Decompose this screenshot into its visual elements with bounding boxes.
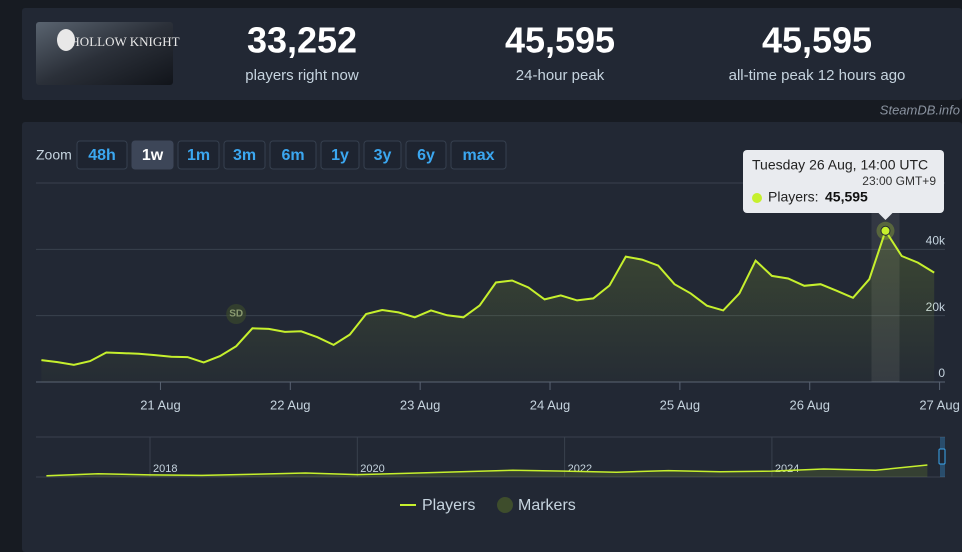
legend-marker [497, 497, 513, 513]
zoom-button-label[interactable]: 6y [417, 147, 435, 164]
event-marker-label[interactable]: SD [229, 309, 243, 320]
game-logo-text: HOLLOW KNIGHT [70, 34, 179, 49]
zoom-button[interactable] [363, 140, 402, 170]
logo-knight [57, 29, 75, 51]
y-tick-label: 0 [938, 366, 945, 380]
series-area [41, 230, 935, 382]
zoom-button-label[interactable]: 48h [88, 147, 116, 164]
zoom-button[interactable] [131, 140, 174, 170]
x-tick-label: 26 Aug [789, 397, 830, 412]
x-tick-label: 24 Aug [530, 397, 571, 412]
zoom-button-label[interactable]: 1m [187, 147, 210, 164]
navigator-tick-label: 2020 [360, 463, 384, 475]
zoom-button[interactable] [269, 140, 317, 170]
tooltip-dot [752, 193, 762, 203]
stat-label: players right now [245, 67, 359, 84]
x-tick-label: 25 Aug [660, 397, 701, 412]
zoom-button-label[interactable]: 3m [233, 147, 256, 164]
stat-label: all-time peak 12 hours ago [729, 67, 906, 84]
navigator-tick-label: 2024 [775, 463, 799, 475]
tooltip-label: Players: [768, 189, 819, 205]
stat-value: 33,252 [247, 20, 357, 61]
stat-value: 45,595 [505, 20, 615, 61]
zoom-button[interactable] [320, 140, 360, 170]
zoom-label: Zoom [36, 147, 72, 163]
hover-point [880, 225, 891, 236]
zoom-button-label[interactable]: max [462, 147, 494, 164]
navigator-line [46, 464, 928, 477]
y-tick-label: 40k [926, 234, 946, 248]
stat-value: 45,595 [762, 20, 872, 61]
navigator-tick-label: 2018 [153, 463, 177, 475]
x-tick-label: 22 Aug [270, 397, 311, 412]
x-tick-label: 27 Aug [919, 397, 960, 412]
event-marker[interactable] [226, 304, 247, 324]
zoom-button[interactable] [450, 140, 507, 170]
tooltip-box [743, 150, 944, 213]
zoom-button-label[interactable]: 6m [281, 147, 304, 164]
zoom-buttons: 48h 1w 1m 3m 6m 1y 3y 6y max [76, 140, 507, 170]
zoom-button[interactable] [177, 140, 220, 170]
tooltip-value: 45,595 [825, 189, 868, 205]
tooltip-pointer [878, 213, 893, 220]
x-tick-label: 23 Aug [400, 397, 441, 412]
tooltip-title: Tuesday 26 Aug, 14:00 UTC [752, 157, 928, 173]
game-logo[interactable] [36, 22, 173, 85]
series-line [41, 228, 935, 366]
tooltip-subtitle: 23:00 GMT+9 [862, 174, 936, 188]
zoom-button[interactable] [223, 140, 266, 170]
zoom-button[interactable] [76, 140, 128, 170]
stat-label: 24-hour peak [516, 67, 605, 84]
zoom-button-label[interactable]: 1w [142, 147, 164, 164]
legend-label[interactable]: Players [422, 497, 475, 514]
zoom-button-label[interactable]: 3y [374, 147, 392, 164]
watermark[interactable]: SteamDB.info [880, 102, 960, 117]
zoom-button-label[interactable]: 1y [331, 147, 349, 164]
header-panel [22, 8, 962, 100]
zoom-button[interactable] [405, 140, 447, 170]
x-tick-label: 21 Aug [140, 397, 181, 412]
legend-label[interactable]: Markers [518, 497, 576, 514]
navigator-handle[interactable] [938, 448, 946, 465]
